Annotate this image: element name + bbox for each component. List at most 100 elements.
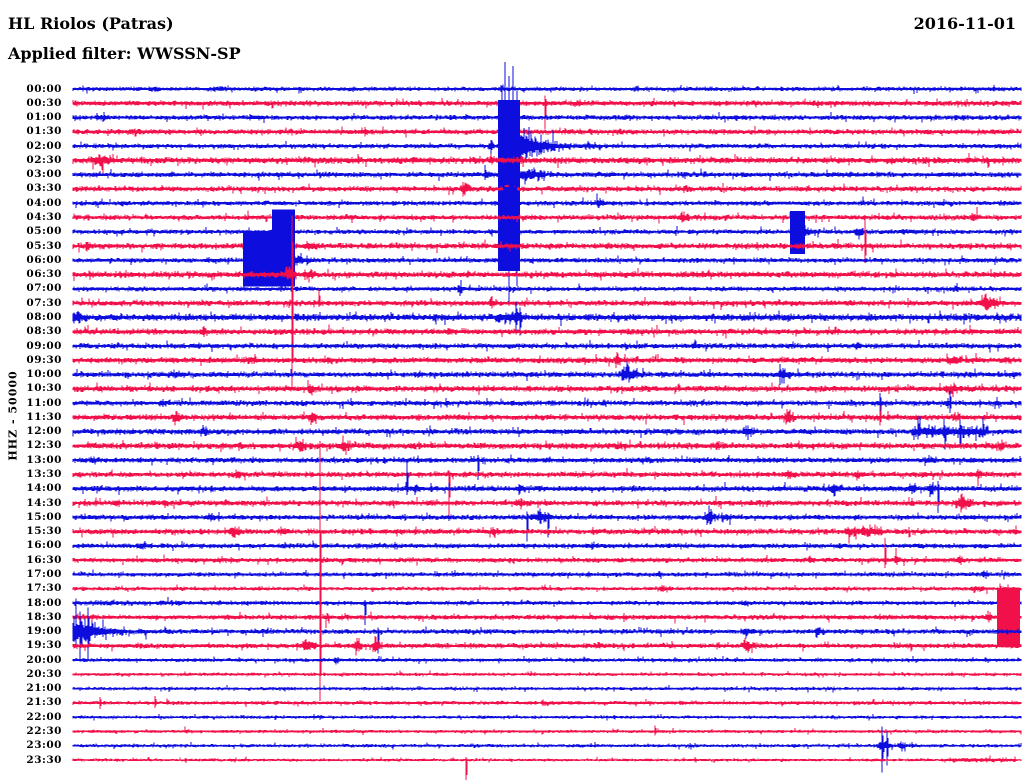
time-label-09:00: 09:00 xyxy=(26,339,62,352)
time-label-15:00: 15:00 xyxy=(26,510,62,523)
date-label: 2016-11-01 xyxy=(913,14,1016,33)
clipped-event-block-04:00 xyxy=(503,187,517,222)
time-label-13:00: 13:00 xyxy=(26,453,62,466)
time-label-21:00: 21:00 xyxy=(26,682,62,695)
time-label-21:30: 21:30 xyxy=(26,696,62,709)
time-label-18:00: 18:00 xyxy=(26,596,62,609)
time-label-11:30: 11:30 xyxy=(26,410,62,423)
trace-03:30 xyxy=(72,182,1022,197)
trace-21:30 xyxy=(72,695,1022,709)
trace-16:00 xyxy=(72,540,1022,551)
time-label-13:30: 13:30 xyxy=(26,468,62,480)
time-label-20:00: 20:00 xyxy=(26,653,62,666)
trace-14:30 xyxy=(72,493,1022,513)
trace-15:30 xyxy=(72,524,1022,544)
time-label-10:00: 10:00 xyxy=(26,368,62,380)
clipped-event-block-05:00 xyxy=(790,210,805,254)
time-label-08:30: 08:30 xyxy=(26,325,62,338)
time-label-16:30: 16:30 xyxy=(26,553,62,566)
time-label-06:30: 06:30 xyxy=(26,268,62,281)
trace-08:00 xyxy=(72,301,1022,336)
time-label-00:30: 00:30 xyxy=(26,96,62,109)
trace-12:00 xyxy=(72,416,1022,450)
time-label-02:30: 02:30 xyxy=(26,153,62,166)
time-label-14:30: 14:30 xyxy=(26,496,62,509)
time-label-05:30: 05:30 xyxy=(26,239,62,252)
time-label-11:00: 11:00 xyxy=(26,396,62,409)
trace-14:00 xyxy=(72,458,1022,513)
time-label-15:30: 15:30 xyxy=(26,525,62,538)
trace-17:30 xyxy=(72,583,1022,619)
trace-16:30 xyxy=(72,538,1022,569)
trace-18:30 xyxy=(72,587,1022,648)
time-label-05:00: 05:00 xyxy=(26,225,62,238)
time-label-01:00: 01:00 xyxy=(26,111,62,124)
trace-02:00 xyxy=(72,62,1022,307)
time-label-03:00: 03:00 xyxy=(26,168,62,181)
time-label-20:30: 20:30 xyxy=(26,667,62,680)
trace-05:00 xyxy=(72,224,1022,240)
time-label-04:00: 04:00 xyxy=(26,196,62,209)
time-label-07:30: 07:30 xyxy=(26,296,62,309)
trace-09:00 xyxy=(72,339,1022,353)
trace-19:30 xyxy=(72,440,1022,701)
time-label-03:30: 03:30 xyxy=(26,182,62,195)
trace-01:30 xyxy=(72,126,1022,138)
trace-11:30 xyxy=(72,405,1022,426)
trace-02:30 xyxy=(72,153,1022,175)
trace-10:00 xyxy=(72,361,1022,386)
time-label-23:30: 23:30 xyxy=(26,753,62,766)
trace-00:30 xyxy=(72,95,1022,130)
time-label-09:30: 09:30 xyxy=(26,353,62,366)
trace-13:00 xyxy=(72,454,1022,481)
time-label-01:30: 01:30 xyxy=(26,125,62,138)
trace-23:00 xyxy=(72,726,1022,773)
trace-08:30 xyxy=(72,215,1022,389)
time-label-19:30: 19:30 xyxy=(26,639,62,652)
time-label-14:00: 14:00 xyxy=(26,482,62,495)
trace-19:00 xyxy=(72,598,1022,662)
trace-07:00 xyxy=(72,280,1022,296)
trace-07:30 xyxy=(72,289,1022,311)
time-label-02:00: 02:00 xyxy=(26,139,62,152)
trace-13:30 xyxy=(72,468,1022,517)
trace-20:00 xyxy=(72,655,1022,665)
time-label-17:00: 17:00 xyxy=(26,567,62,580)
applied-filter-label: Applied filter: WWSSN-SP xyxy=(8,44,241,63)
time-label-19:00: 19:00 xyxy=(26,625,62,637)
time-label-04:30: 04:30 xyxy=(26,211,62,223)
trace-04:00 xyxy=(72,185,1022,224)
trace-18:00 xyxy=(72,596,1022,625)
trace-21:00 xyxy=(72,685,1022,693)
time-label-18:30: 18:30 xyxy=(26,610,62,623)
trace-00:00 xyxy=(72,84,1022,94)
time-label-08:00: 08:00 xyxy=(26,310,62,323)
time-label-22:00: 22:00 xyxy=(26,710,62,723)
trace-09:30 xyxy=(72,351,1022,368)
trace-06:00 xyxy=(72,252,1022,266)
time-label-07:00: 07:00 xyxy=(26,282,62,295)
time-label-22:30: 22:30 xyxy=(26,725,62,737)
trace-06:30 xyxy=(72,216,1022,285)
time-label-23:00: 23:00 xyxy=(26,739,62,752)
trace-11:00 xyxy=(72,391,1022,426)
clipped-event-block-18:30 xyxy=(997,589,1020,648)
station-title: HL Riolos (Patras) xyxy=(8,14,174,33)
trace-10:30 xyxy=(72,380,1022,397)
trace-03:00 xyxy=(72,164,1022,185)
time-label-16:00: 16:00 xyxy=(26,539,62,552)
trace-01:00 xyxy=(72,111,1022,124)
trace-05:30 xyxy=(72,218,1022,263)
time-label-10:30: 10:30 xyxy=(26,382,62,395)
trace-20:30 xyxy=(72,670,1022,678)
trace-17:00 xyxy=(72,569,1022,580)
trace-23:30 xyxy=(72,755,1022,780)
trace-22:30 xyxy=(72,725,1022,736)
trace-04:30 xyxy=(72,206,1022,224)
trace-12:30 xyxy=(72,435,1022,456)
time-label-12:30: 12:30 xyxy=(26,439,62,452)
time-label-12:00: 12:00 xyxy=(26,425,62,438)
time-label-00:00: 00:00 xyxy=(26,82,62,95)
trace-15:00 xyxy=(72,505,1022,542)
